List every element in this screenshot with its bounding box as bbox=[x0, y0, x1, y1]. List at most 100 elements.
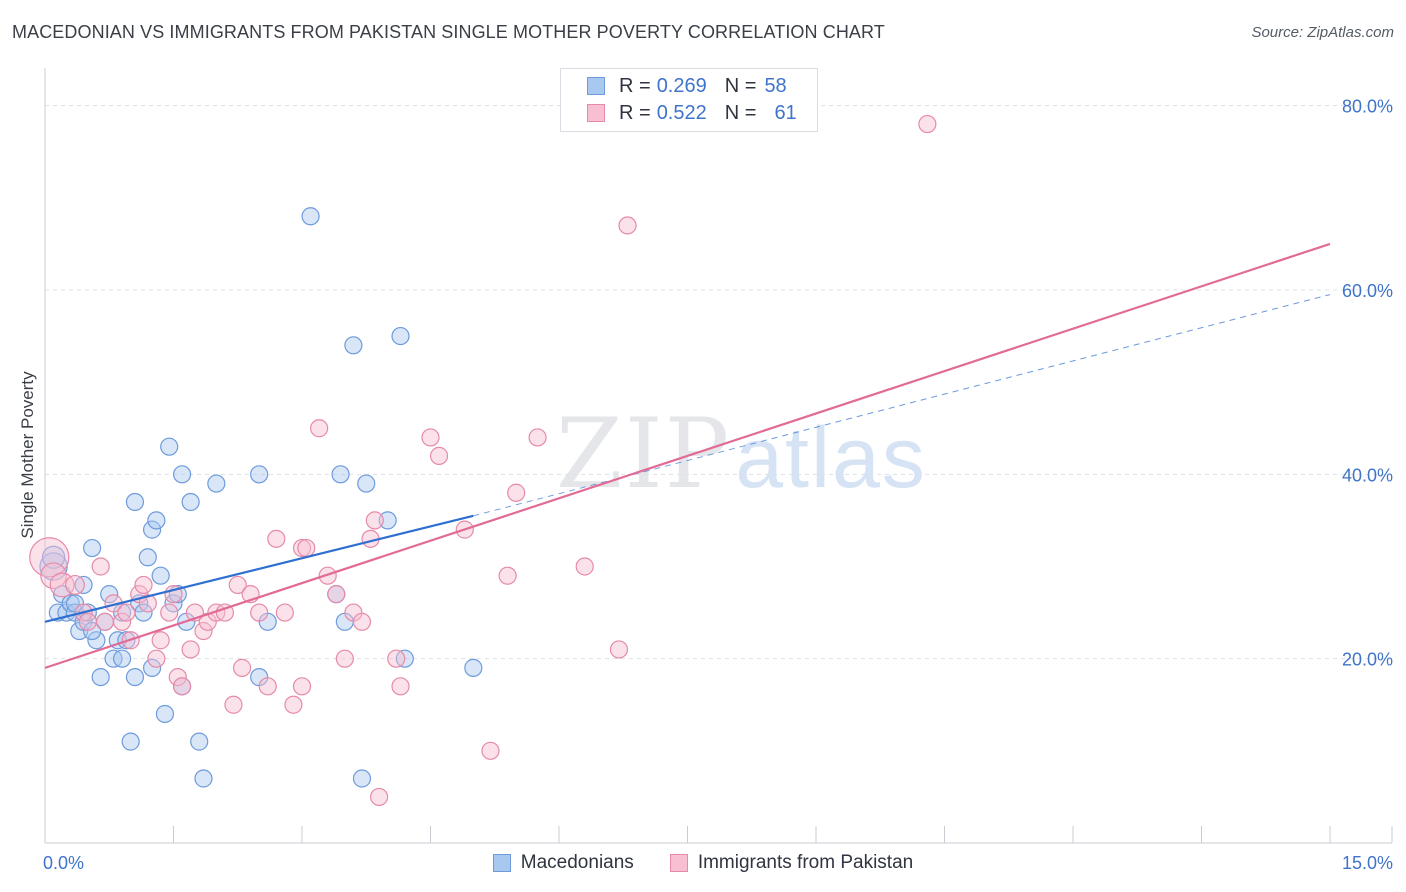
point-macedonians bbox=[207, 474, 226, 493]
legend-r-label: R = bbox=[619, 101, 651, 124]
point-pakistan bbox=[250, 603, 269, 622]
point-pakistan bbox=[194, 621, 213, 641]
point-macedonians bbox=[142, 520, 162, 539]
point-pakistan bbox=[292, 538, 312, 558]
y-tick-label: 80.0% bbox=[1342, 97, 1393, 117]
series-macedonians bbox=[39, 207, 483, 788]
gridlines bbox=[45, 105, 1392, 660]
point-macedonians bbox=[147, 511, 166, 530]
point-pakistan bbox=[232, 658, 252, 677]
point-pakistan bbox=[297, 538, 316, 558]
legend-swatch-macedonians bbox=[587, 77, 605, 95]
point-pakistan bbox=[147, 649, 166, 668]
point-pakistan bbox=[29, 537, 70, 578]
bottom-legend: Macedonians Immigrants from Pakistan bbox=[0, 852, 1406, 874]
point-pakistan bbox=[481, 741, 500, 760]
point-pakistan bbox=[391, 677, 410, 696]
point-macedonians bbox=[142, 658, 162, 677]
legend-r-value: 0.522 bbox=[656, 101, 707, 124]
point-macedonians bbox=[121, 732, 140, 751]
bottom-legend-label: Macedonians bbox=[520, 852, 634, 873]
watermark-zip: ZIP bbox=[556, 398, 732, 510]
axes bbox=[44, 68, 1393, 844]
y-tick-label: 40.0% bbox=[1342, 465, 1393, 485]
point-pakistan bbox=[575, 557, 594, 576]
point-pakistan bbox=[292, 677, 312, 696]
point-macedonians bbox=[160, 437, 179, 456]
legend-row-pakistan: R = 0.522 N = 61 bbox=[587, 100, 797, 126]
point-pakistan bbox=[387, 649, 406, 668]
point-macedonians bbox=[61, 594, 80, 613]
point-macedonians bbox=[344, 336, 363, 355]
point-macedonians bbox=[155, 704, 175, 724]
point-macedonians bbox=[301, 207, 320, 226]
point-pakistan bbox=[95, 612, 115, 631]
y-tick-label: 20.0% bbox=[1342, 650, 1393, 670]
point-pakistan bbox=[327, 585, 346, 604]
point-pakistan bbox=[181, 640, 200, 659]
bottom-legend-label: Immigrants from Pakistan bbox=[697, 852, 914, 873]
point-pakistan bbox=[40, 562, 67, 590]
legend-r-label: R = bbox=[619, 74, 651, 97]
point-macedonians bbox=[378, 511, 397, 530]
legend-row-macedonians: R = 0.269 N = 58 bbox=[587, 73, 787, 99]
tick-labels: 20.0% 40.0% 60.0% 80.0% 0.0% 15.0% Single Moth… bbox=[18, 97, 1393, 873]
point-macedonians bbox=[250, 465, 269, 484]
point-macedonians bbox=[100, 585, 119, 604]
point-pakistan bbox=[224, 695, 243, 714]
source-label: Source: ZipAtlas.com bbox=[1251, 24, 1394, 41]
point-pakistan bbox=[918, 114, 937, 134]
point-pakistan bbox=[609, 640, 629, 659]
bottom-legend-swatch-macedonians bbox=[492, 854, 511, 872]
point-macedonians bbox=[181, 492, 200, 512]
point-macedonians bbox=[357, 474, 376, 493]
point-pakistan bbox=[618, 216, 637, 235]
x-tick-label: 0.0% bbox=[43, 853, 84, 873]
legend: R = 0.269 N = 58 R = 0.522 N = 61 bbox=[560, 68, 818, 132]
point-macedonians bbox=[125, 492, 145, 512]
point-macedonians bbox=[91, 667, 110, 687]
point-pakistan bbox=[134, 575, 153, 595]
point-macedonians bbox=[464, 658, 483, 677]
point-pakistan bbox=[421, 428, 440, 447]
point-macedonians bbox=[352, 769, 372, 788]
point-pakistan bbox=[507, 483, 526, 502]
point-pakistan bbox=[168, 667, 187, 687]
point-pakistan bbox=[215, 603, 234, 622]
legend-n-value: 58 bbox=[764, 74, 787, 97]
point-macedonians bbox=[112, 649, 132, 668]
point-macedonians bbox=[151, 566, 170, 585]
trend-line-pakistan bbox=[44, 242, 1331, 669]
legend-r-value: 0.269 bbox=[656, 74, 707, 97]
watermark: ZIPatlas bbox=[556, 398, 927, 510]
point-pakistan bbox=[284, 695, 303, 714]
point-macedonians bbox=[87, 631, 106, 650]
bottom-legend-pakistan[interactable]: Immigrants from Pakistan bbox=[669, 852, 914, 874]
point-macedonians bbox=[74, 575, 93, 595]
chart-title: MACEDONIAN VS IMMIGRANTS FROM PAKISTAN S… bbox=[12, 22, 885, 42]
point-macedonians bbox=[190, 732, 209, 751]
legend-swatch-pakistan bbox=[587, 104, 605, 122]
point-pakistan bbox=[258, 677, 277, 696]
bottom-legend-macedonians[interactable]: Macedonians bbox=[492, 852, 634, 874]
point-macedonians bbox=[172, 465, 192, 484]
y-axis-title: Single Mother Poverty bbox=[18, 371, 37, 539]
x-tick-label: 15.0% bbox=[1342, 853, 1393, 873]
point-pakistan bbox=[370, 787, 389, 807]
point-macedonians bbox=[125, 667, 145, 687]
point-pakistan bbox=[65, 574, 85, 595]
point-macedonians bbox=[83, 538, 102, 558]
point-pakistan bbox=[275, 603, 294, 622]
legend-n-value: 61 bbox=[774, 101, 797, 124]
point-macedonians bbox=[138, 548, 157, 567]
point-macedonians bbox=[164, 594, 183, 613]
series-pakistan bbox=[29, 114, 937, 807]
point-pakistan bbox=[352, 612, 372, 631]
point-pakistan bbox=[310, 419, 329, 438]
point-pakistan bbox=[91, 557, 110, 576]
legend-n-label: N = bbox=[724, 74, 757, 97]
point-pakistan bbox=[228, 575, 247, 595]
point-pakistan bbox=[117, 603, 136, 622]
legend-n-label: N = bbox=[724, 101, 757, 124]
point-pakistan bbox=[172, 677, 192, 696]
